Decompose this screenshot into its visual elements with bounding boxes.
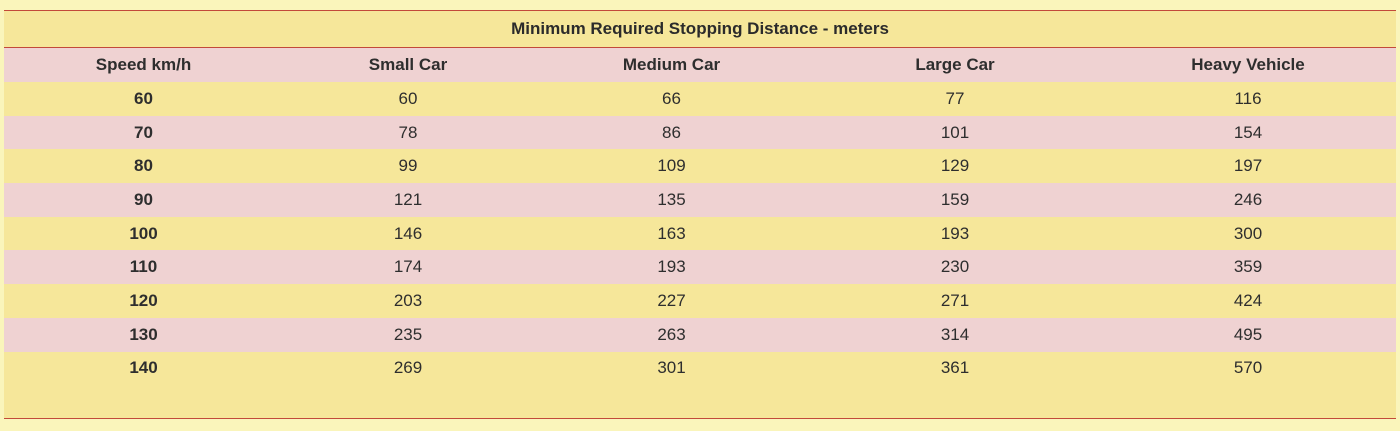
header-large-car: Large Car — [810, 48, 1100, 82]
cell-small-car: 146 — [283, 216, 533, 251]
cell-small-car: 203 — [283, 284, 533, 318]
table-row: 80 99 109 129 197 — [4, 149, 1396, 184]
cell-small-car: 121 — [283, 183, 533, 217]
cell-small-car: 235 — [283, 317, 533, 352]
cell-heavy-vehicle: 246 — [1100, 183, 1396, 217]
stopping-distance-table-panel: Minimum Required Stopping Distance - met… — [4, 10, 1396, 419]
cell-medium-car: 263 — [533, 317, 810, 352]
cell-heavy-vehicle: 495 — [1100, 317, 1396, 352]
cell-speed: 100 — [4, 216, 283, 251]
cell-speed: 80 — [4, 149, 283, 184]
header-medium-car: Medium Car — [533, 48, 810, 82]
cell-heavy-vehicle: 197 — [1100, 149, 1396, 184]
table-row: 100 146 163 193 300 — [4, 216, 1396, 251]
cell-large-car: 230 — [810, 250, 1100, 285]
cell-large-car: 314 — [810, 317, 1100, 352]
cell-heavy-vehicle: 116 — [1100, 82, 1396, 116]
cell-large-car: 361 — [810, 351, 1100, 386]
cell-large-car: 193 — [810, 216, 1100, 251]
cell-large-car: 271 — [810, 284, 1100, 318]
cell-speed: 140 — [4, 351, 283, 386]
cell-medium-car: 135 — [533, 183, 810, 217]
table-row: 70 78 86 101 154 — [4, 115, 1396, 150]
cell-heavy-vehicle: 570 — [1100, 351, 1396, 386]
table-row: 90 121 135 159 246 — [4, 183, 1396, 217]
cell-speed: 60 — [4, 82, 283, 116]
table-row: 60 60 66 77 116 — [4, 82, 1396, 116]
cell-large-car: 77 — [810, 82, 1100, 116]
cell-small-car: 269 — [283, 351, 533, 386]
cell-speed: 120 — [4, 284, 283, 318]
cell-small-car: 99 — [283, 149, 533, 184]
table-title: Minimum Required Stopping Distance - met… — [4, 11, 1396, 48]
cell-speed: 70 — [4, 115, 283, 150]
table-row: 110 174 193 230 359 — [4, 250, 1396, 285]
cell-large-car: 159 — [810, 183, 1100, 217]
cell-medium-car: 193 — [533, 250, 810, 285]
stopping-distance-table: Speed km/h Small Car Medium Car Large Ca… — [4, 48, 1396, 386]
header-small-car: Small Car — [283, 48, 533, 82]
cell-medium-car: 301 — [533, 351, 810, 386]
table-body: 60 60 66 77 116 70 78 86 101 154 80 99 109 129 197 90 12… — [4, 82, 1396, 386]
cell-heavy-vehicle: 424 — [1100, 284, 1396, 318]
cell-small-car: 78 — [283, 115, 533, 150]
cell-medium-car: 66 — [533, 82, 810, 116]
cell-medium-car: 163 — [533, 216, 810, 251]
cell-medium-car: 227 — [533, 284, 810, 318]
table-row: 130 235 263 314 495 — [4, 317, 1396, 352]
cell-large-car: 129 — [810, 149, 1100, 184]
cell-small-car: 60 — [283, 82, 533, 116]
cell-medium-car: 86 — [533, 115, 810, 150]
header-row: Speed km/h Small Car Medium Car Large Ca… — [4, 48, 1396, 82]
cell-large-car: 101 — [810, 115, 1100, 150]
header-heavy-vehicle: Heavy Vehicle — [1100, 48, 1396, 82]
table-row: 140 269 301 361 570 — [4, 351, 1396, 386]
cell-heavy-vehicle: 300 — [1100, 216, 1396, 251]
cell-speed: 90 — [4, 183, 283, 217]
cell-heavy-vehicle: 154 — [1100, 115, 1396, 150]
table-row: 120 203 227 271 424 — [4, 284, 1396, 318]
header-speed: Speed km/h — [4, 48, 283, 82]
cell-speed: 110 — [4, 250, 283, 285]
cell-small-car: 174 — [283, 250, 533, 285]
cell-medium-car: 109 — [533, 149, 810, 184]
cell-speed: 130 — [4, 317, 283, 352]
cell-heavy-vehicle: 359 — [1100, 250, 1396, 285]
